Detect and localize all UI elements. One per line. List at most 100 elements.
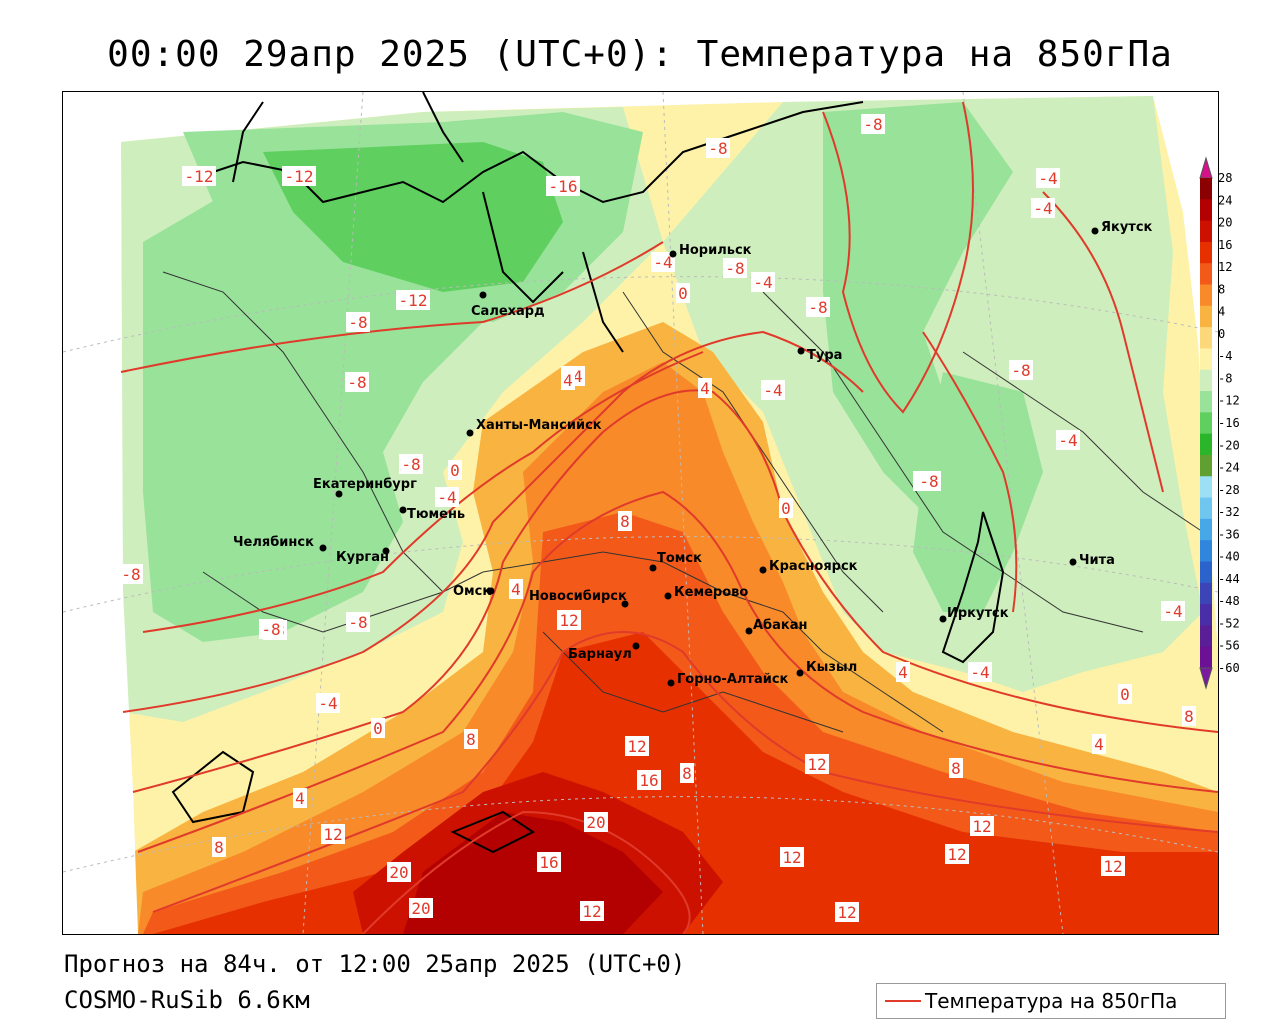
isotherm-label-bg	[917, 471, 941, 491]
colorbar-tick-label: -44	[1218, 572, 1240, 586]
isotherm-label-bg	[968, 662, 992, 682]
isotherm-label-bg	[399, 454, 423, 474]
colorbar-swatch	[1200, 305, 1212, 328]
isotherm-label-bg	[1182, 706, 1196, 726]
city-label: Ханты-Мансийск	[476, 418, 602, 433]
isotherm-label-bg	[1101, 856, 1125, 876]
isotherm-label: -4	[1163, 602, 1182, 621]
colorbar-tick-label: -16	[1218, 416, 1240, 430]
isotherm-label: -16	[549, 177, 578, 196]
colorbar-tick-label: 24	[1218, 193, 1232, 207]
colorbar-tick-label: 16	[1218, 238, 1232, 252]
isotherm-label-bg	[119, 564, 143, 584]
isotherm-label: 16	[639, 771, 658, 790]
isotherm-label-bg	[806, 297, 830, 317]
cities-layer: Салехард Норильск Якутск Тура Ханты-Мансийск…	[233, 220, 1153, 687]
colorbar-swatch	[1200, 284, 1212, 307]
isotherm-label-bg	[584, 812, 608, 832]
city-label: Екатеринбург	[313, 477, 417, 492]
isotherm-label: -8	[348, 613, 367, 632]
city-marker	[797, 347, 805, 355]
isotherm-label-bg	[1031, 198, 1055, 218]
isotherm-label-bg	[409, 898, 433, 918]
isotherm-label: 12	[807, 755, 826, 774]
isotherm-label-bg	[259, 619, 283, 639]
isotherm-label: 4	[700, 379, 710, 398]
legend-line-swatch	[885, 1000, 921, 1002]
isotherm-label: -8	[401, 455, 420, 474]
colorbar-tick-label: 12	[1218, 260, 1232, 274]
colorbar-tick-label: -28	[1218, 483, 1240, 497]
colorbar-swatch	[1200, 241, 1212, 264]
isotherm-label: -8	[808, 298, 827, 317]
city-marker	[621, 600, 629, 608]
isotherm-label-bg	[282, 166, 316, 186]
isotherm-label: -12	[185, 167, 214, 186]
colorbar-tick-label: -40	[1218, 550, 1240, 564]
temperature-fill-layer	[63, 92, 1218, 934]
city-marker	[939, 615, 947, 623]
isotherm-label-bg	[1092, 734, 1106, 754]
colorbar-tick-label: -24	[1218, 461, 1240, 475]
isotherm-label: -4	[437, 488, 456, 507]
isotherm-label: -4	[1038, 169, 1057, 188]
colorbar-tick-label: 28	[1218, 171, 1232, 185]
city-marker	[669, 250, 677, 258]
colorbar-swatch	[1200, 391, 1212, 413]
city-marker	[667, 679, 675, 687]
colorbar-tick-label: -12	[1218, 394, 1240, 408]
isotherm-label: -8	[121, 565, 140, 584]
colorbar-swatch	[1200, 178, 1212, 200]
city-marker	[335, 490, 343, 498]
isotherm-label-bg	[580, 901, 604, 921]
isotherm-label: -4	[1058, 431, 1077, 450]
isotherm-label-bg	[345, 372, 369, 392]
city-label: Кемерово	[674, 585, 748, 600]
isotherm-label: -4	[753, 273, 772, 292]
isotherm-label: -12	[399, 291, 428, 310]
isotherm-label-bg	[509, 579, 523, 599]
colorbar-swatch	[1200, 369, 1212, 392]
colorbar-tick-label: 0	[1218, 327, 1225, 341]
isotherm-label-bg	[945, 844, 969, 864]
isotherm-label-bg	[761, 380, 785, 400]
isotherm-label: -8	[919, 472, 938, 491]
isotherm-label-bg	[676, 283, 690, 303]
isotherm-label-bg	[835, 902, 859, 922]
city-marker	[479, 291, 487, 299]
city-marker	[664, 592, 672, 600]
isotherm-label: 8	[951, 759, 961, 778]
isotherm-label-bg	[396, 290, 430, 310]
city-marker	[487, 587, 495, 595]
isotherm-label: -8	[725, 259, 744, 278]
model-info: COSMO-RuSib 6.6км	[64, 986, 310, 1014]
isotherm-label: 0	[678, 284, 688, 303]
isotherm-label-bg	[1036, 168, 1060, 188]
colorbar-bottom-arrow	[1199, 667, 1213, 690]
isotherm-label: 4	[295, 789, 305, 808]
colorbar-swatch	[1200, 561, 1212, 584]
isotherm-label-bg	[435, 487, 459, 507]
isotherm-label: 0	[781, 499, 791, 518]
isotherm-label-bg	[557, 610, 581, 630]
colorbar-swatch	[1200, 220, 1212, 243]
isotherm-label: -8	[1011, 361, 1030, 380]
isotherm-label: -8	[348, 313, 367, 332]
city-label: Барнаул	[568, 647, 632, 662]
color-scale: 28 24 20 16 12 8 4 0 -4 -8 -12 -16 -20 -24 -28 -32 -36 -4…	[1196, 156, 1266, 692]
isotherm-label: 8	[466, 730, 476, 749]
colorbar-tick-label: -4	[1218, 349, 1232, 363]
map-title: 00:00 29апр 2025 (UTC+0): Температура на…	[107, 34, 1173, 75]
isotherm-label: -8	[261, 620, 280, 639]
city-marker	[632, 642, 640, 650]
city-label: Челябинск	[233, 535, 314, 550]
graticule	[63, 92, 1218, 934]
isotherm-label: 12	[582, 902, 601, 921]
isotherm-label-bg	[346, 312, 370, 332]
colorbar-swatch	[1200, 199, 1212, 222]
city-marker	[1091, 227, 1099, 235]
colorbar-tick-label: -32	[1218, 505, 1240, 519]
isotherm-label-bg	[680, 763, 694, 783]
colorbar-swatch	[1200, 433, 1212, 456]
isotherm-label-bg	[1009, 360, 1033, 380]
